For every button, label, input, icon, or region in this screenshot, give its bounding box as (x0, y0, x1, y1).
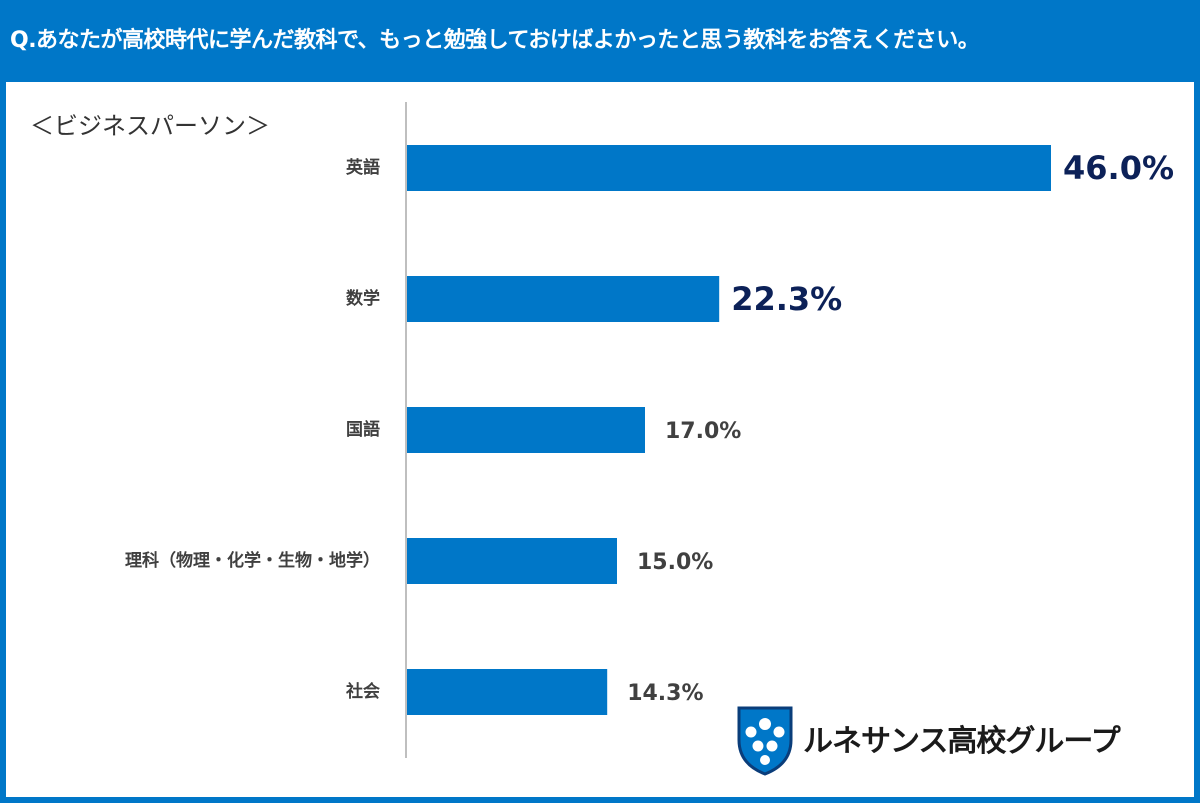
value-label: 22.3% (731, 280, 842, 318)
category-label: 社会 (345, 681, 380, 702)
category-label: 数学 (346, 288, 380, 309)
value-label: 46.0% (1063, 149, 1174, 187)
question-text: Q.あなたが高校時代に学んだ教科で、もっと勉強しておけばよかったと思う教科をお答… (10, 28, 980, 53)
bar (407, 669, 608, 715)
category-label: 英語 (346, 157, 380, 178)
bars-group: 英語 46.0% 数学 22.3% 国語 17.0% 理科（物理・化学・生物・地学） 15.0… (125, 145, 1174, 715)
question-header: Q.あなたが高校時代に学んだ教科で、もっと勉強しておけばよかったと思う教科をお答… (0, 0, 1200, 82)
bar (407, 276, 720, 322)
brand-name: ルネサンス高校グループ (803, 724, 1121, 759)
shield-icon (737, 706, 793, 776)
segment-label: ＜ビジネスパーソン＞ (30, 112, 270, 140)
bar (407, 538, 617, 584)
value-label: 14.3% (627, 681, 703, 706)
brand-logo: ルネサンス高校グループ (735, 702, 1175, 778)
bar (407, 407, 645, 453)
category-label: 国語 (346, 419, 380, 440)
bar (407, 145, 1051, 191)
value-label: 17.0% (665, 419, 741, 444)
value-label: 15.0% (637, 550, 713, 575)
category-label: 理科（物理・化学・生物・地学） (125, 550, 380, 571)
